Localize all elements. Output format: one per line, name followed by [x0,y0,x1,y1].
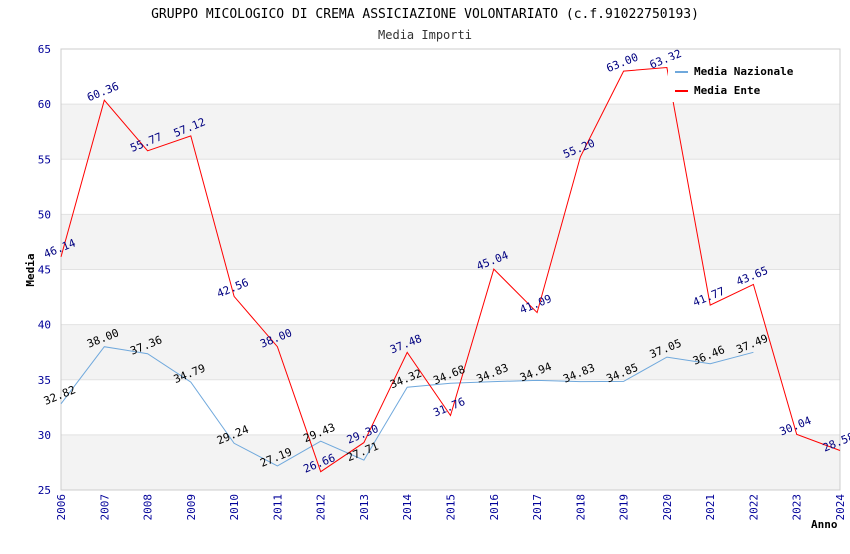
legend-label-media-ente: Media Ente [694,84,761,97]
series-lines [60,66,841,473]
y-tick-label: 30 [38,429,51,442]
y-tick-label: 25 [38,484,51,497]
grid-band [61,269,840,325]
y-tick-label: 45 [38,264,51,277]
x-tick-label: 2022 [747,494,760,521]
x-tick-label: 2008 [142,494,155,521]
y-axis-label: Media [24,253,37,286]
x-tick-label: 2016 [488,494,501,521]
y-tick-label: 60 [38,98,51,111]
grid-band [61,214,840,270]
y-axis: 25 30 35 40 45 50 55 60 65 [38,43,51,497]
x-tick-label: 2023 [791,494,804,521]
series-line-media-nazionale [60,346,754,467]
y-tick-label: 40 [38,319,51,332]
x-tick-label: 2012 [315,494,328,521]
grid-band [61,379,840,435]
chart-subtitle: Media Importi [378,28,472,42]
x-tick-label: 2009 [185,494,198,521]
x-tick-label: 2014 [401,494,414,521]
plot-border [60,48,841,491]
x-tick-label: 2017 [531,494,544,521]
grid-band [61,434,840,490]
legend-label-media-nazionale: Media Nazionale [694,65,794,78]
x-tick-label: 2013 [358,494,371,521]
grid-band [61,159,840,215]
grid-band [61,104,840,160]
x-axis: 2006 2007 2008 2009 2010 2011 2012 2013 2014 2015… [55,494,847,521]
y-tick-label: 65 [38,43,51,56]
grid-bands [61,49,840,490]
x-tick-label: 2021 [704,494,717,521]
x-tick-label: 2024 [834,494,847,521]
x-tick-label: 2011 [271,494,284,521]
y-tick-label: 35 [38,374,51,387]
x-tick-label: 2018 [574,494,587,521]
x-tick-label: 2019 [618,494,631,521]
grid-band [61,324,840,380]
legend: Media Nazionale Media Ente [668,60,810,102]
x-tick-label: 2006 [55,494,68,521]
legend-box [668,60,810,102]
series-line-media-ente [60,66,841,473]
x-tick-label: 2010 [228,494,241,521]
chart-title: GRUPPO MICOLOGICO DI CREMA ASSICIAZIONE … [151,7,699,22]
x-tick-label: 2020 [661,494,674,521]
y-tick-label: 50 [38,208,51,221]
x-tick-label: 2015 [445,494,458,521]
x-axis-label: Anno [811,518,838,531]
y-tick-label: 55 [38,153,51,166]
x-tick-label: 2007 [98,494,111,521]
